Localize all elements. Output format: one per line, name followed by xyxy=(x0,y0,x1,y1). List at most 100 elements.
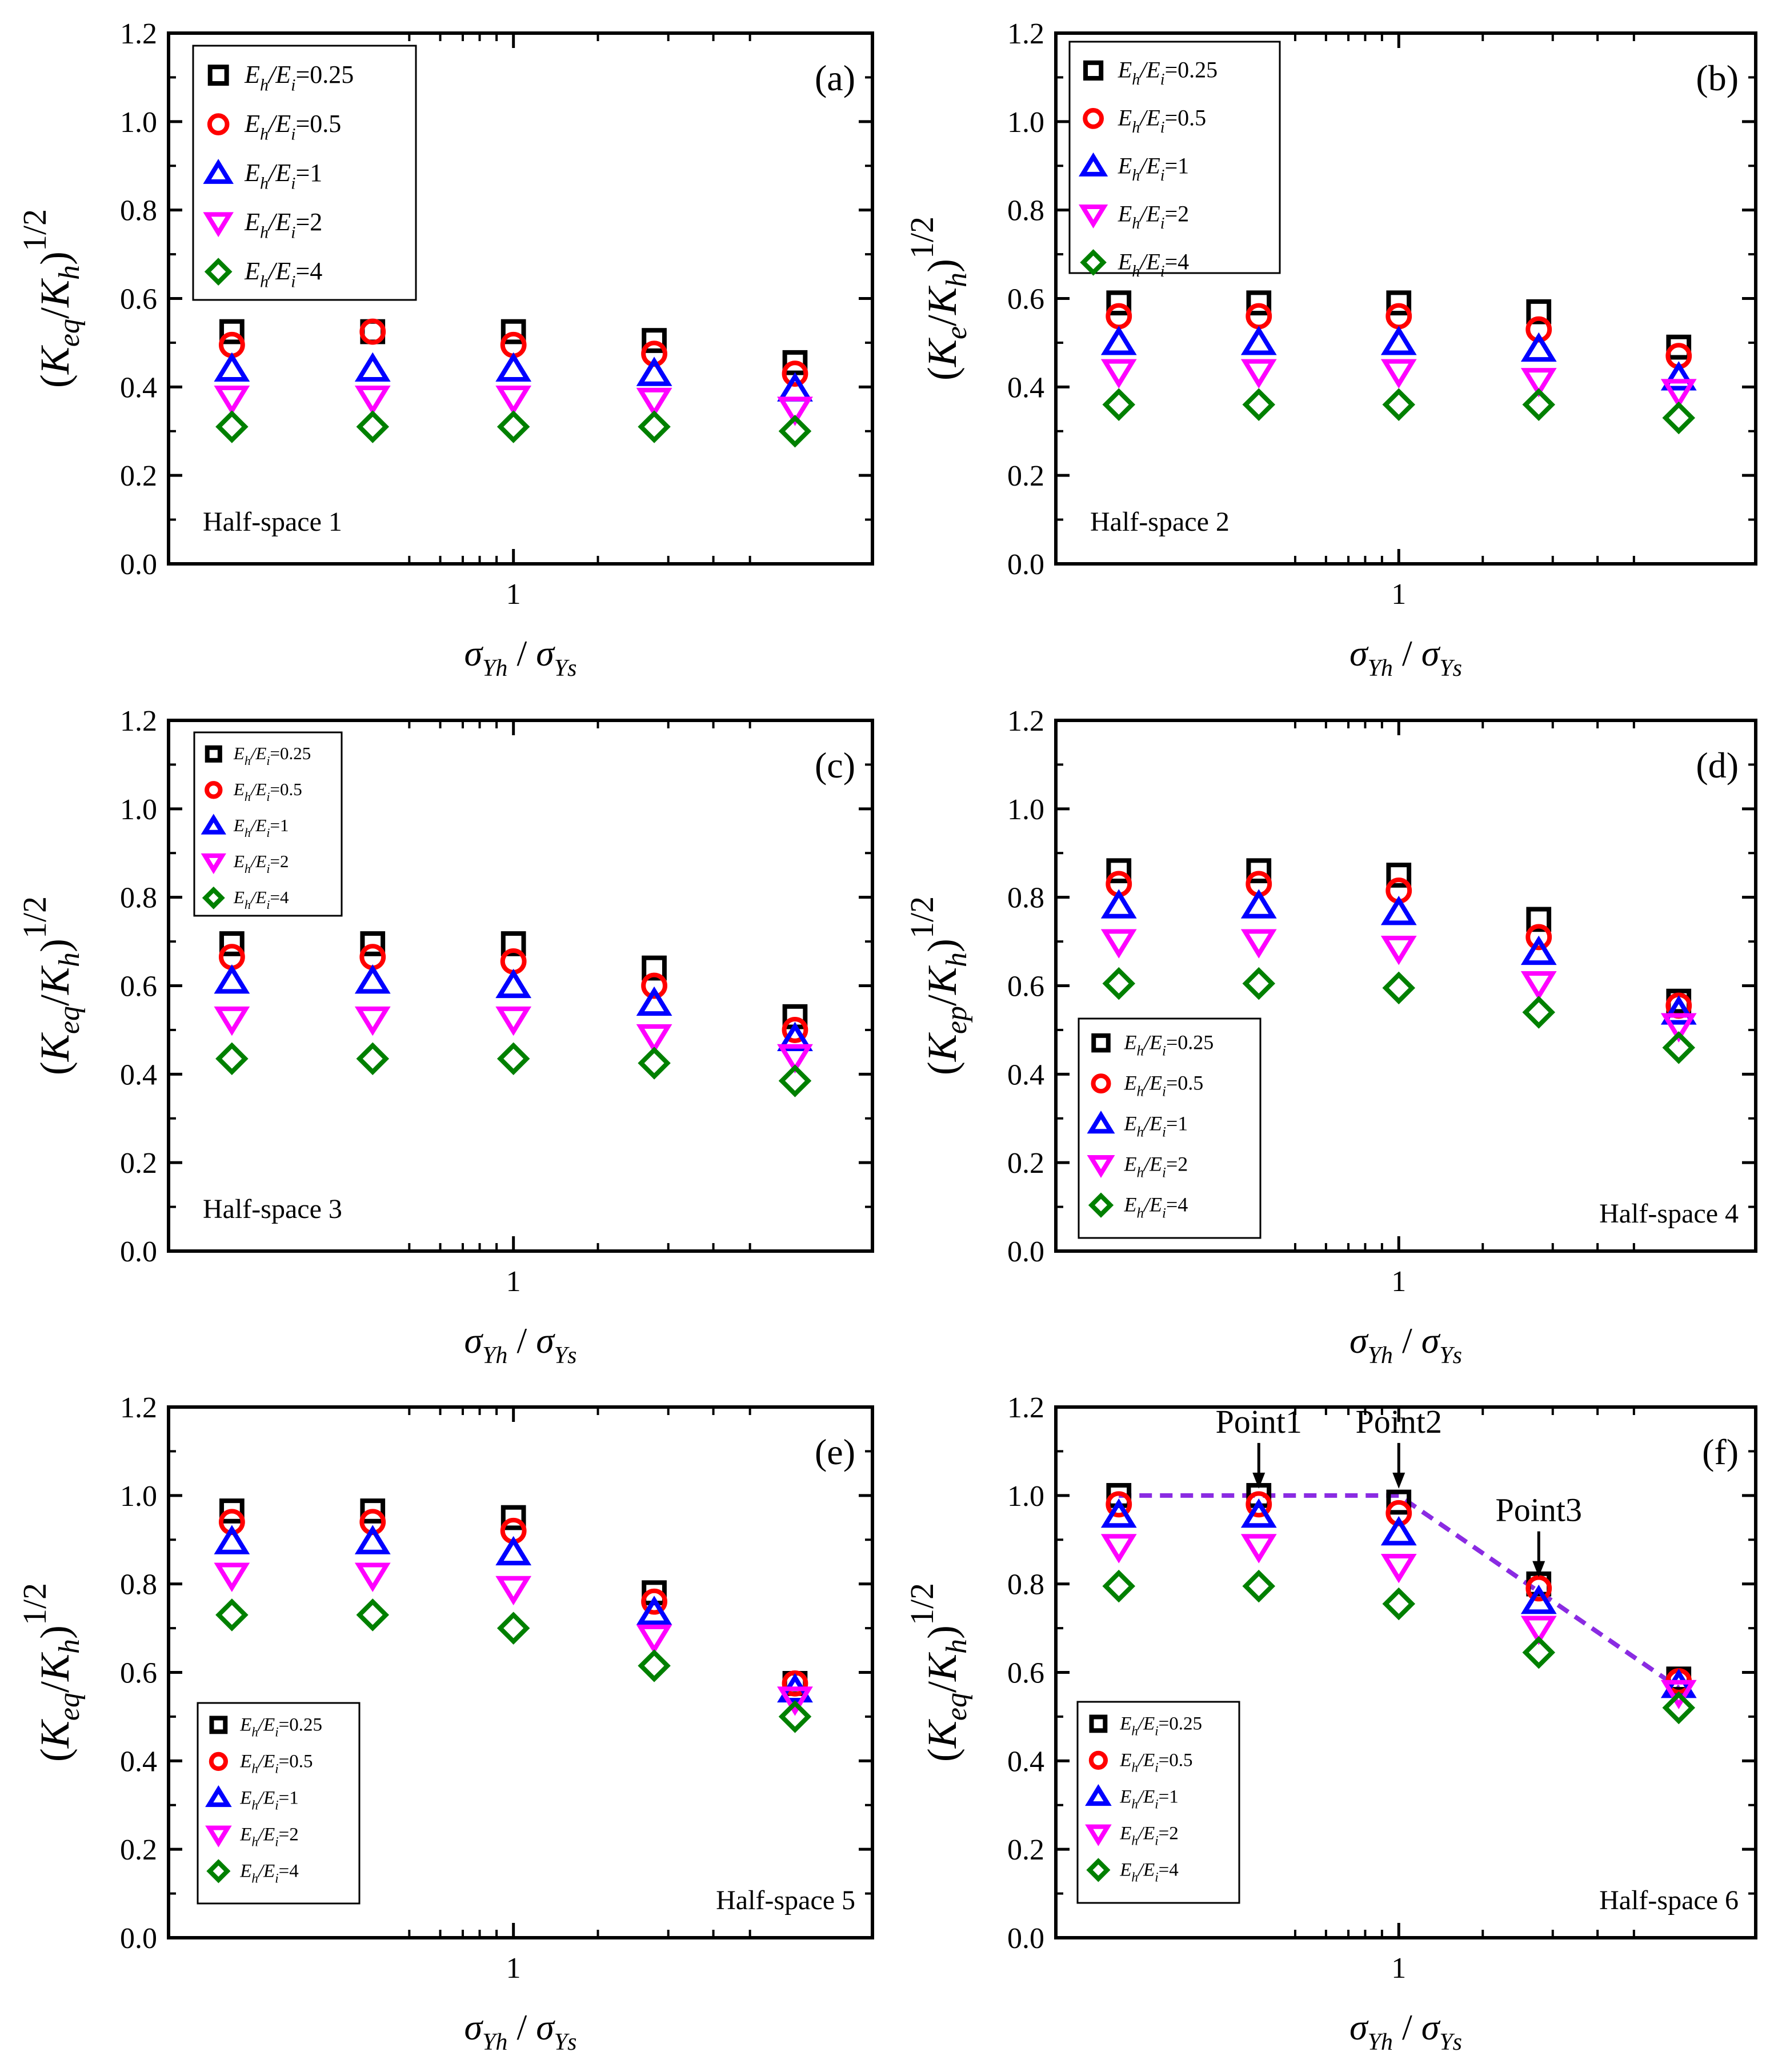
y-tick-label: 1.0 xyxy=(120,106,157,139)
legend-label: Eh/Ei=0.25 xyxy=(1119,1713,1202,1738)
legend-label: Eh/Ei=0.25 xyxy=(233,743,311,768)
x-label-sub-2: Ys xyxy=(554,1342,577,1369)
legend-value: =1 xyxy=(295,159,322,187)
point-label: Point2 xyxy=(1356,1403,1443,1440)
y-tick-label: 1.2 xyxy=(120,1392,157,1424)
x-label-sub-1: Yh xyxy=(1368,2029,1393,2055)
data-point xyxy=(496,410,530,443)
series-Eh-Ei-4 xyxy=(1102,1569,1696,1725)
legend-marker-diamond xyxy=(202,886,225,909)
data-point xyxy=(1242,967,1276,1000)
legend-e2: /E xyxy=(1137,1859,1155,1880)
y-label-open-paren: ( xyxy=(919,367,965,380)
legend-marker-triangle-up xyxy=(1087,1111,1115,1134)
data-point xyxy=(1246,303,1272,330)
data-point xyxy=(360,1498,386,1524)
legend-label: Eh/Ei=0.5 xyxy=(244,110,341,144)
y-axis-label: (Ke/Kh)1/2 xyxy=(903,217,973,380)
y-label-k1: K xyxy=(32,1032,78,1062)
data-point xyxy=(219,319,245,344)
y-label-k2: K xyxy=(32,278,78,308)
legend-sub-i: i xyxy=(1160,263,1165,280)
y-label-k1: K xyxy=(919,337,965,367)
point-label: Point1 xyxy=(1216,1403,1303,1440)
x-label-sub-2: Ys xyxy=(554,655,577,682)
legend-e1: E xyxy=(233,887,245,907)
legend-sub-h: h xyxy=(1131,1834,1138,1848)
series-Eh-Ei-0.5 xyxy=(218,318,808,387)
y-tick-label: 0.0 xyxy=(1007,548,1044,581)
x-label-sub-1: Yh xyxy=(482,655,507,682)
x-tick-label: 1 xyxy=(1391,1265,1406,1298)
y-tick-label: 0.0 xyxy=(1007,1236,1044,1268)
x-label-sigma-1: σ xyxy=(1349,633,1369,674)
y-label-k2: K xyxy=(32,1652,78,1682)
legend-e2: /E xyxy=(1139,105,1160,130)
data-point xyxy=(356,1042,390,1075)
y-label-k2: K xyxy=(32,965,78,995)
legend-sub-i: i xyxy=(291,75,295,94)
y-label-k1: K xyxy=(32,344,78,375)
y-tick-label: 0.8 xyxy=(1007,195,1044,227)
legend-label: Eh/Ei=0.5 xyxy=(1119,1750,1192,1774)
legend-e2: /E xyxy=(1137,1786,1155,1807)
x-label-sub-1: Yh xyxy=(1368,655,1393,682)
data-point xyxy=(777,396,813,426)
legend-sub-i: i xyxy=(1160,71,1165,89)
legend-sub-h: h xyxy=(245,825,251,840)
legend-sub-i: i xyxy=(275,1725,278,1740)
legend-sub-i: i xyxy=(291,125,295,143)
x-label-sub-1: Yh xyxy=(482,1342,507,1369)
data-point xyxy=(1100,1498,1137,1528)
x-label-slash: / xyxy=(1393,2007,1421,2047)
legend-e1: E xyxy=(239,1714,251,1735)
data-point xyxy=(636,1024,672,1054)
y-tick-label: 0.6 xyxy=(1007,971,1044,1003)
data-point xyxy=(1526,299,1552,324)
legend-value: =1 xyxy=(1166,1112,1188,1135)
legend-e1: E xyxy=(1124,1031,1137,1053)
legend-label: Eh/Ei=2 xyxy=(1124,1152,1188,1180)
data-point xyxy=(1520,1616,1557,1645)
x-label-sub-2: Ys xyxy=(1439,1342,1462,1369)
point-arrow-head xyxy=(1392,1472,1405,1489)
series-Eh-Ei-2 xyxy=(214,386,813,426)
legend-e2: /E xyxy=(1139,201,1160,226)
y-tick-label: 0.2 xyxy=(1007,1147,1044,1180)
x-tick-label: 1 xyxy=(1391,1952,1406,1985)
y-tick-label: 0.6 xyxy=(1007,283,1044,316)
y-tick-label: 0.4 xyxy=(120,1745,157,1778)
x-label-sigma-2: σ xyxy=(1421,633,1441,674)
legend-e1: E xyxy=(1118,57,1132,82)
series-Eh-Ei-0.5 xyxy=(218,944,808,1043)
y-tick-label: 1.0 xyxy=(1007,1480,1044,1513)
legend-label: Eh/Ei=2 xyxy=(244,208,322,242)
legend-marker-triangle-down xyxy=(1085,1824,1112,1846)
y-label-sup: 1/2 xyxy=(903,1583,940,1625)
data-point xyxy=(1526,907,1552,932)
data-point xyxy=(1660,995,1697,1025)
legend-value: =0.5 xyxy=(1159,1750,1193,1770)
legend-e2: /E xyxy=(267,61,291,89)
data-point xyxy=(778,1700,812,1733)
legend-e1: E xyxy=(239,1861,251,1881)
data-point xyxy=(500,319,526,344)
data-point xyxy=(1380,326,1417,355)
legend-sub-h: h xyxy=(1137,1125,1144,1140)
data-point xyxy=(1525,1575,1552,1602)
legend-e2: /E xyxy=(1137,1750,1155,1770)
panel-letter: (c) xyxy=(815,745,855,785)
legend-e2: /E xyxy=(1143,1152,1162,1175)
legend-sub-i: i xyxy=(1160,119,1165,137)
data-point xyxy=(1382,1587,1416,1621)
x-label-sigma-1: σ xyxy=(464,633,484,674)
legend-e1: E xyxy=(239,1824,251,1845)
legend-sub-h: h xyxy=(1131,1797,1138,1812)
legend-marker-circle xyxy=(1091,1073,1111,1094)
data-point xyxy=(354,1006,391,1036)
y-label-k2: K xyxy=(919,285,965,315)
